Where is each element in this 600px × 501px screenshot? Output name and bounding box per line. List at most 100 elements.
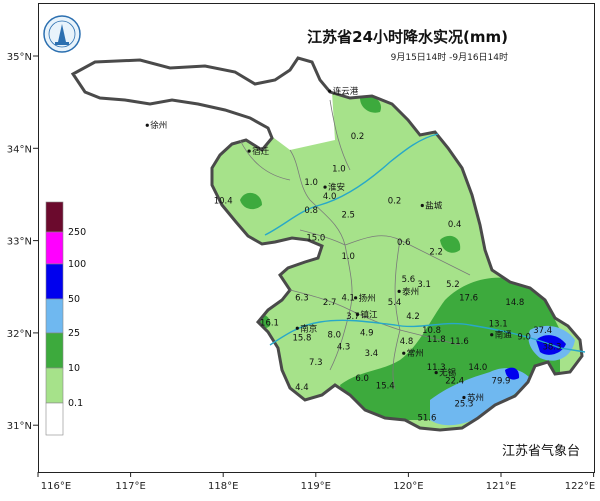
rainfall-value: 37.4	[533, 326, 552, 336]
rainfall-value: 10.4	[214, 197, 233, 207]
city-marker	[355, 312, 360, 317]
rainfall-value: 0.2	[388, 197, 402, 207]
boundary-line	[289, 289, 461, 346]
legend-swatch	[45, 332, 64, 369]
rainfall-value: 17.6	[459, 294, 478, 304]
rainfall-value: 0.8	[304, 206, 318, 216]
city-marker	[462, 395, 466, 400]
x-tick-label: 122°E	[565, 481, 595, 492]
rainfall-value: 4.3	[337, 343, 351, 353]
legend-label: 0.1	[68, 398, 83, 409]
boundary-line	[299, 229, 346, 246]
rainfall-value: 14.0	[468, 363, 487, 373]
rainfall-value: 15.4	[376, 381, 395, 391]
map-title: 江苏省24小时降水实况(mm)	[307, 28, 508, 46]
city-label: 淮安	[328, 182, 345, 193]
city-marker	[397, 289, 401, 293]
city-marker	[145, 123, 149, 127]
boundary-line	[329, 309, 351, 371]
rainfall-value: 11.8	[427, 335, 446, 345]
legend-swatch	[45, 201, 64, 233]
rainfall-value: 16.1	[260, 319, 279, 329]
rainfall-value: 14.8	[505, 298, 524, 308]
rainfall-value: 0.4	[448, 220, 462, 230]
moderate-rain-patch	[240, 192, 262, 210]
rainfall-value: 4.2	[406, 312, 420, 322]
city-boundaries	[239, 99, 471, 391]
boundary-line	[392, 329, 401, 391]
boundary-line	[329, 99, 351, 171]
legend-label: 50	[68, 294, 80, 305]
y-tick-label: 35°N	[7, 52, 32, 63]
legend-swatch	[45, 263, 64, 300]
legend-swatch	[45, 231, 64, 265]
rainfall-value: 25.3	[454, 400, 473, 410]
rainfall-value: 1.0	[332, 164, 346, 174]
legend-swatch	[45, 367, 64, 404]
x-tick-label: 117°E	[115, 481, 145, 492]
rainfall-value: 15.0	[306, 234, 325, 244]
rainfall-value: 5.6	[402, 275, 416, 285]
rainfall-value: 2.5	[341, 211, 355, 221]
rainfall-value: 7.3	[309, 358, 323, 368]
rainfall-value: 4.1	[341, 294, 355, 304]
value-layer: 0.2 1.0 1.0 4.0 0.2 10.4 0.8 2.5 0.4 15.0 0.6 2.2 1.…	[214, 132, 562, 424]
city-label: 扬州	[359, 293, 376, 304]
rainfall-value: 6.3	[295, 294, 309, 304]
rivers	[264, 133, 586, 353]
city-marker	[434, 370, 438, 375]
boundary-line	[289, 149, 346, 246]
rainstorm-area	[505, 367, 520, 380]
rainfall-value: 3.4	[365, 349, 379, 359]
boundary-line	[394, 239, 401, 331]
city-label: 连云港	[333, 86, 359, 97]
x-tick-label: 120°E	[393, 481, 423, 492]
legend-label: 25	[68, 328, 80, 339]
city-marker	[402, 351, 406, 355]
city-label: 镇江	[360, 309, 378, 320]
rainfall-value: 8.0	[328, 331, 342, 341]
rainfall-value: 38.3	[542, 343, 561, 353]
agency-logo-icon	[43, 15, 81, 53]
map-subtitle: 9月15日14时 -9月16日14时	[391, 51, 508, 63]
city-marker	[323, 185, 327, 189]
rainfall-value: 5.2	[446, 280, 460, 290]
city-label: 泰州	[402, 286, 419, 297]
city-label: 南通	[495, 330, 513, 341]
x-tick-label: 118°E	[208, 481, 238, 492]
rainfall-value: 6.0	[355, 374, 369, 384]
city-label: 无锡	[439, 369, 457, 379]
y-tick-label: 31°N	[7, 421, 32, 432]
legend: 250 100 50 25 10 0.1	[45, 201, 86, 436]
rainfall-value: 22.4	[445, 377, 464, 387]
legend-label: 10	[68, 363, 80, 374]
rainfall-value: 10.8	[422, 326, 441, 336]
rainfall-value: 5.4	[388, 298, 402, 308]
city-label: 盐城	[425, 201, 443, 212]
legend-label: 250	[68, 227, 86, 238]
moderate-rain-patch	[360, 95, 381, 113]
rainfall-value: 0.2	[351, 132, 365, 142]
city-label: 苏州	[467, 393, 484, 404]
rainfall-value: 3.7	[346, 312, 360, 322]
rainfall-value: 3.1	[417, 280, 431, 290]
river-north	[264, 133, 439, 236]
legend-swatch	[45, 298, 64, 334]
rainfall-value: 4.4	[295, 383, 309, 393]
city-marker	[295, 326, 299, 330]
city-marker	[420, 203, 424, 208]
rainfall-value: 79.9	[492, 377, 511, 387]
rainfall-value: 13.1	[489, 319, 508, 329]
rainfall-value: 4.8	[400, 337, 414, 347]
city-label: 常州	[407, 348, 424, 359]
x-tick-label: 119°E	[301, 481, 331, 492]
agency-label: 江苏省气象台	[502, 443, 580, 459]
rainfall-value: 51.6	[417, 414, 436, 424]
rainfall-value: 2.7	[323, 298, 337, 308]
boundary-line	[239, 139, 291, 181]
city-marker	[354, 296, 358, 300]
x-tick-label: 116°E	[41, 481, 71, 492]
